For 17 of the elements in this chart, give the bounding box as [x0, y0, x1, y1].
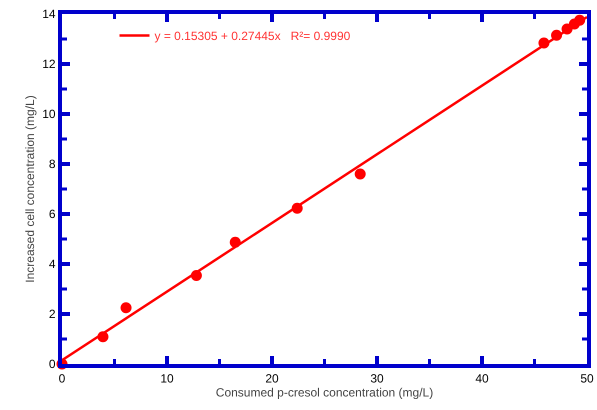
- y-axis-title: Increased cell concentration (mg/L): [23, 95, 38, 283]
- x-tick-label: 10: [160, 371, 174, 386]
- y-tick-label: 0: [48, 357, 56, 372]
- y-tick-label: 6: [48, 207, 56, 222]
- y-tick-label: 14: [42, 7, 56, 22]
- y-tick-label: 10: [42, 107, 56, 122]
- x-tick-label: 30: [370, 371, 384, 386]
- x-axis-title: Consumed p-cresol concentration (mg/L): [216, 385, 434, 400]
- x-tick-label: 20: [265, 371, 279, 386]
- x-tick-label: 0: [58, 371, 66, 386]
- y-tick-label: 2: [48, 307, 56, 322]
- legend-label: y = 0.15305 + 0.27445x R²= 0.9990: [154, 29, 351, 44]
- x-tick-label: 50: [580, 371, 594, 386]
- y-tick-label: 12: [42, 57, 56, 72]
- y-tick-label: 8: [48, 157, 56, 172]
- y-tick-label: 4: [48, 257, 56, 272]
- x-tick-label: 40: [475, 371, 489, 386]
